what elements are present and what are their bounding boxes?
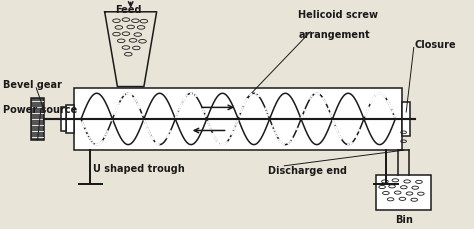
Text: Discharge end: Discharge end: [268, 166, 346, 176]
Text: Bevel gear: Bevel gear: [3, 80, 62, 90]
Bar: [402, 102, 410, 136]
Bar: [31, 98, 44, 140]
Text: Helicoid screw: Helicoid screw: [299, 10, 378, 19]
Text: Power source: Power source: [3, 105, 77, 115]
Text: Bin: Bin: [395, 215, 412, 225]
Text: U shaped trough: U shaped trough: [93, 164, 184, 174]
Bar: [66, 105, 74, 133]
Text: arrangement: arrangement: [299, 30, 370, 40]
Text: Closure: Closure: [414, 40, 456, 50]
Bar: [61, 107, 66, 131]
Bar: [376, 175, 431, 210]
Text: Feed: Feed: [115, 5, 142, 15]
Bar: [74, 88, 402, 150]
